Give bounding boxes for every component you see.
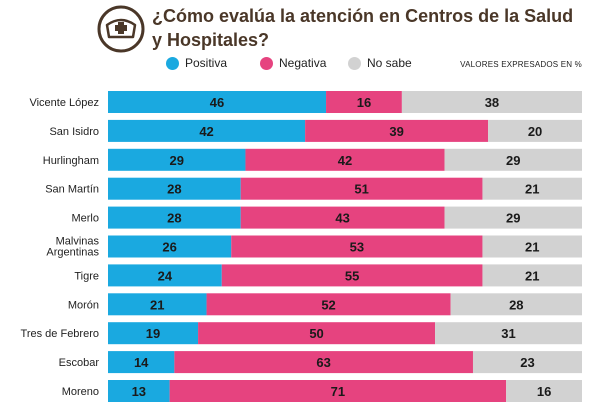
legend-item-nosabe: No sabe (348, 56, 412, 70)
value-label-negativa-tigre: 55 (345, 268, 359, 283)
value-label-positiva-moron: 21 (150, 297, 164, 312)
bar-positiva-escobar (108, 351, 175, 374)
value-label-positiva-tres-de-febrero: 19 (146, 326, 160, 341)
category-label-moreno: Moreno (62, 386, 99, 398)
value-label-positiva-moreno: 13 (132, 384, 146, 399)
bar-negativa-moreno (169, 380, 507, 402)
bar-no-sabe-san-martin (482, 177, 582, 200)
value-label-positiva-vicente-lopez: 46 (210, 95, 224, 110)
value-label-negativa-escobar: 63 (316, 355, 330, 370)
legend-label-positiva: Positiva (185, 56, 228, 70)
category-label-tigre: Tigre (74, 270, 99, 282)
bar-negativa-san-martin (240, 177, 483, 200)
bar-no-sabe-vicente-lopez (401, 91, 582, 113)
bar-no-sabe-merlo (444, 206, 582, 229)
bar-negativa-malvinas-argentinas (231, 235, 483, 258)
bar-no-sabe-hurlingham (444, 148, 582, 171)
title-line-2: y Hospitales? (152, 30, 270, 50)
value-label-no-sabe-vicente-lopez: 38 (485, 95, 499, 110)
bar-negativa-vicente-lopez (326, 91, 402, 113)
value-label-negativa-moron: 52 (321, 297, 335, 312)
value-label-no-sabe-escobar: 23 (520, 355, 534, 370)
bar-no-sabe-escobar (472, 351, 582, 374)
value-label-negativa-san-isidro: 39 (389, 124, 403, 139)
legend-item-positiva: Positiva (166, 56, 227, 70)
title-line-1: ¿Cómo evalúa la atención en Centros de l… (152, 6, 574, 26)
chart-title: ¿Cómo evalúa la atención en Centros de l… (152, 4, 592, 52)
bar-positiva-vicente-lopez (108, 91, 327, 113)
bar-negativa-san-isidro (305, 119, 489, 142)
value-label-positiva-san-martin: 28 (167, 182, 181, 197)
bar-no-sabe-tres-de-febrero (435, 322, 582, 345)
value-label-negativa-hurlingham: 42 (338, 153, 352, 168)
bar-negativa-escobar (174, 351, 473, 374)
value-label-no-sabe-san-martin: 21 (525, 182, 539, 197)
bar-positiva-tres-de-febrero (108, 322, 199, 345)
category-label-malvinas-argentinas: Malvinas Argentinas (46, 236, 99, 259)
bar-positiva-malvinas-argentinas (108, 235, 232, 258)
value-label-positiva-san-isidro: 42 (199, 124, 213, 139)
bar-positiva-merlo (108, 206, 241, 229)
legend-swatch-negativa (260, 56, 273, 70)
category-label-hurlingham: Hurlingham (43, 155, 99, 167)
value-label-no-sabe-tres-de-febrero: 31 (501, 326, 515, 341)
value-label-negativa-moreno: 71 (331, 384, 345, 399)
value-label-positiva-tigre: 24 (158, 268, 173, 283)
bar-no-sabe-san-isidro (488, 119, 582, 142)
bar-positiva-san-isidro (108, 119, 306, 142)
value-label-no-sabe-merlo: 29 (506, 211, 520, 226)
value-label-no-sabe-moreno: 16 (537, 384, 551, 399)
value-label-negativa-malvinas-argentinas: 53 (350, 240, 364, 255)
value-label-no-sabe-malvinas-argentinas: 21 (525, 240, 539, 255)
legend-swatch-positiva (166, 56, 179, 70)
bar-negativa-tres-de-febrero (198, 322, 436, 345)
category-label-moron: Morón (68, 299, 99, 311)
nurse-cap-icon (97, 5, 145, 53)
bar-positiva-san-martin (108, 177, 241, 200)
category-label-san-isidro: San Isidro (49, 126, 99, 138)
units-note: VALORES EXPRESADOS EN % (460, 60, 582, 69)
value-label-no-sabe-tigre: 21 (525, 268, 539, 283)
category-label-line: Malvinas (56, 236, 100, 248)
value-label-positiva-hurlingham: 29 (169, 153, 183, 168)
bar-positiva-hurlingham (108, 148, 246, 171)
value-label-positiva-escobar: 14 (134, 355, 149, 370)
legend-item-negativa: Negativa (260, 56, 326, 70)
bar-positiva-tigre (108, 264, 222, 287)
bar-no-sabe-tigre (482, 264, 582, 287)
bar-no-sabe-moron (450, 293, 582, 316)
bar-negativa-tigre (221, 264, 483, 287)
bar-negativa-hurlingham (245, 148, 445, 171)
value-label-no-sabe-moron: 28 (509, 297, 523, 312)
value-label-negativa-tres-de-febrero: 50 (309, 326, 323, 341)
category-label-tres-de-febrero: Tres de Febrero (21, 328, 99, 340)
value-label-positiva-merlo: 28 (167, 211, 181, 226)
legend-swatch-nosabe (348, 56, 361, 70)
bar-negativa-moron (206, 293, 451, 316)
value-label-no-sabe-hurlingham: 29 (506, 153, 520, 168)
value-label-negativa-san-martin: 51 (354, 182, 368, 197)
category-label-san-martin: San Martín (45, 184, 99, 196)
legend-label-nosabe: No sabe (367, 56, 412, 70)
bar-no-sabe-malvinas-argentinas (482, 235, 582, 258)
chart-legend: Positiva Negativa No sabe VALORES EXPRES… (152, 56, 592, 76)
category-label-vicente-lopez: Vicente López (29, 97, 99, 109)
category-label-escobar: Escobar (59, 357, 100, 369)
category-label-merlo: Merlo (71, 213, 99, 225)
bar-no-sabe-moreno (506, 380, 582, 402)
category-label-line: Argentinas (46, 247, 99, 259)
bar-positiva-moron (108, 293, 207, 316)
value-label-negativa-merlo: 43 (335, 211, 349, 226)
bar-negativa-merlo (240, 206, 445, 229)
value-label-positiva-malvinas-argentinas: 26 (162, 240, 176, 255)
value-label-negativa-vicente-lopez: 16 (357, 95, 371, 110)
bar-positiva-moreno (108, 380, 170, 402)
value-label-no-sabe-san-isidro: 20 (528, 124, 542, 139)
legend-label-negativa: Negativa (279, 56, 327, 70)
